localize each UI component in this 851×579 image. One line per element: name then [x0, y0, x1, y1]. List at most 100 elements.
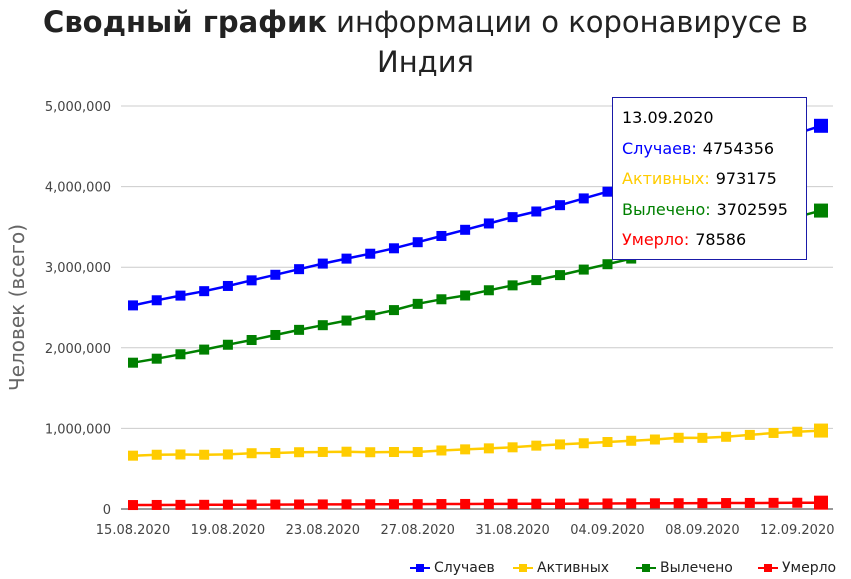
data-point-active	[246, 448, 257, 459]
tooltip-label-active: Активных:	[622, 169, 710, 188]
data-point-recovered	[341, 315, 352, 326]
tooltip-value-cases: 4754356	[702, 138, 775, 158]
data-point-cases	[507, 212, 518, 223]
data-point-recovered	[483, 285, 494, 296]
tooltip-row-active: Активных: 973175	[622, 169, 806, 200]
data-point-deaths	[768, 497, 779, 508]
data-point-active	[412, 447, 423, 458]
data-point-deaths	[792, 497, 803, 508]
data-point-recovered	[294, 324, 305, 335]
legend-label-cases: Случаев	[434, 560, 495, 576]
tooltip-row-deaths: Умерло: 78586	[622, 230, 806, 261]
data-point-recovered	[175, 349, 186, 360]
legend-item-recovered[interactable]: Вылечено	[636, 558, 733, 578]
data-point-cases	[388, 243, 399, 254]
data-point-deaths	[721, 498, 732, 509]
tooltip-value-active: 973175	[715, 169, 777, 188]
data-tooltip: 13.09.2020 Случаев: 4754356 Активных: 9731…	[612, 97, 807, 260]
data-point-active	[697, 432, 708, 443]
data-point-deaths	[507, 498, 518, 509]
data-point-recovered	[365, 310, 376, 321]
data-point-active	[270, 448, 281, 459]
data-point-recovered	[578, 264, 589, 275]
data-point-cases	[222, 280, 233, 291]
data-point-deaths	[270, 499, 281, 510]
data-point-deaths	[673, 498, 684, 509]
data-point-cases	[341, 253, 352, 264]
data-point-cases	[460, 224, 471, 235]
tooltip-date: 13.09.2020	[622, 108, 714, 127]
data-point-recovered	[436, 294, 447, 305]
data-point-cases	[294, 264, 305, 275]
data-point-deaths	[744, 497, 755, 508]
legend-item-active[interactable]: Активных	[513, 558, 609, 578]
data-point-recovered	[388, 305, 399, 316]
data-point-deaths	[578, 498, 589, 509]
x-tick-label: 19.08.2020	[191, 523, 265, 538]
legend-label-deaths: Умерло	[782, 560, 837, 576]
data-point-deaths	[365, 499, 376, 510]
data-point-recovered	[531, 275, 542, 286]
data-point-deaths	[128, 500, 138, 511]
data-point-deaths	[151, 499, 162, 510]
data-point-cases	[270, 269, 281, 280]
data-point-active	[673, 432, 684, 443]
legend-item-cases[interactable]: Случаев	[410, 558, 495, 578]
data-point-active	[128, 450, 138, 461]
data-point-deaths	[555, 498, 566, 509]
data-point-cases	[317, 258, 328, 269]
data-point-deaths	[626, 498, 637, 509]
y-axis-label: Человек (всего)	[5, 224, 29, 391]
data-point-deaths	[460, 498, 471, 509]
y-tick-label: 4,000,000	[45, 181, 111, 196]
data-point-recovered	[814, 203, 828, 218]
data-point-deaths	[814, 495, 828, 510]
data-point-cases	[578, 193, 589, 204]
data-point-recovered	[507, 280, 518, 291]
legend-item-deaths[interactable]: Умерло	[758, 558, 836, 578]
data-point-cases	[531, 206, 542, 217]
data-point-deaths	[412, 499, 423, 510]
data-point-active	[317, 446, 328, 457]
data-point-deaths	[697, 498, 708, 509]
data-point-active	[175, 449, 186, 460]
data-point-deaths	[199, 499, 210, 510]
x-tick-label: 12.09.2020	[760, 523, 834, 538]
data-point-deaths	[436, 499, 447, 510]
data-point-active	[341, 446, 352, 457]
data-point-active	[199, 449, 210, 460]
data-point-active	[626, 435, 637, 446]
chart-title-rest: информации о коронавирусе в Индия	[326, 5, 808, 79]
x-tick-label: 31.08.2020	[475, 523, 549, 538]
legend-label-recovered: Вылечено	[660, 560, 733, 576]
data-point-active	[436, 445, 447, 456]
legend-swatch-active	[513, 558, 533, 578]
data-point-recovered	[128, 357, 138, 368]
y-tick-label: 1,000,000	[45, 422, 111, 437]
data-point-cases	[365, 248, 376, 259]
data-point-recovered	[555, 270, 566, 281]
data-point-active	[483, 443, 494, 454]
series-line-active	[132, 429, 822, 457]
data-point-cases	[483, 218, 494, 229]
tooltip-label-cases: Случаев:	[622, 138, 697, 158]
chart-title: Сводный график информации о коронавирусе…	[0, 2, 851, 82]
data-point-active	[365, 447, 376, 458]
legend-swatch-deaths	[758, 558, 778, 578]
data-point-active	[792, 426, 803, 437]
tooltip-label-deaths: Умерло:	[622, 230, 690, 249]
legend-label-active: Активных	[537, 560, 610, 576]
data-point-deaths	[531, 498, 542, 509]
data-point-recovered	[270, 329, 281, 340]
data-point-active	[555, 439, 566, 450]
data-point-cases	[175, 290, 186, 301]
data-point-deaths	[483, 498, 494, 509]
x-tick-label: 04.09.2020	[570, 523, 644, 538]
legend-swatch-cases	[410, 558, 430, 578]
chart-title-bold: Сводный график	[43, 5, 327, 39]
data-point-active	[294, 447, 305, 458]
series-line-deaths	[133, 501, 822, 507]
y-tick-label: 2,000,000	[45, 342, 111, 357]
data-point-active	[531, 440, 542, 451]
